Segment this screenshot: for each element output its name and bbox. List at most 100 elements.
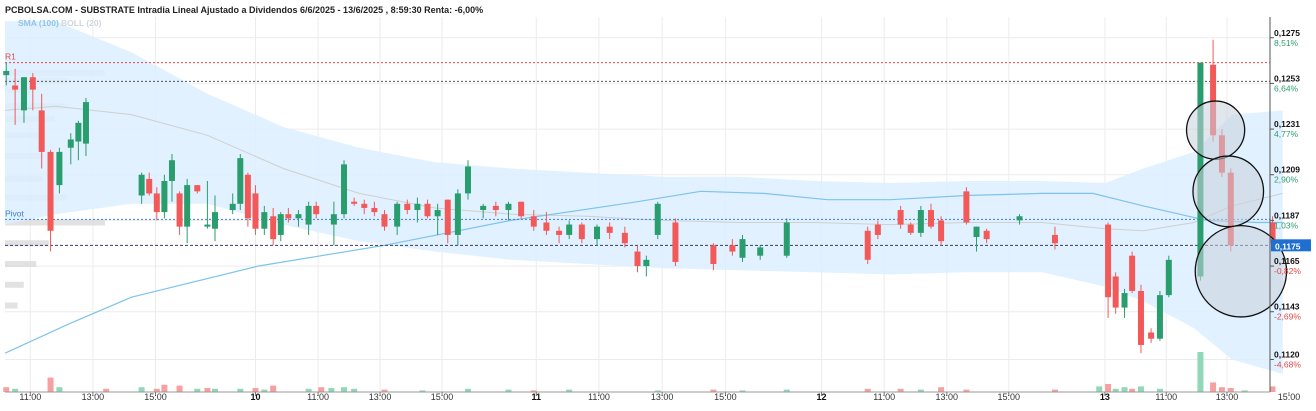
volume-bar [419, 390, 426, 392]
candle [204, 224, 211, 227]
candle [285, 214, 292, 219]
candle [146, 178, 153, 194]
x-tick-label: 15:00 [144, 392, 167, 402]
volume-bar [305, 388, 312, 392]
candle [729, 245, 736, 252]
volume-bar [963, 389, 970, 392]
y-tick-pct: 4,77% [1274, 129, 1299, 139]
candle [277, 214, 284, 235]
candle [594, 226, 601, 240]
candle [1210, 64, 1217, 136]
x-tick-label: 11:00 [1155, 392, 1177, 402]
x-tick-label: 13:00 [82, 392, 105, 402]
volume-bar [1227, 388, 1234, 392]
volume-bars [3, 352, 1276, 392]
candle [67, 139, 74, 148]
candle [757, 247, 764, 256]
candle [47, 151, 54, 231]
volume-bar [103, 388, 110, 392]
y-tick-label: 0,1187 [1274, 210, 1300, 220]
volume-bar [351, 388, 358, 392]
volume-bar [1129, 388, 1136, 392]
candle [434, 210, 441, 217]
volume-bar [138, 387, 145, 392]
y-tick-label: 0,1253 [1274, 73, 1300, 83]
y-tick-label: 0,1209 [1274, 165, 1300, 175]
volume-bar [1051, 389, 1058, 392]
candle [1105, 224, 1112, 298]
volume-bar [211, 388, 218, 392]
candle [261, 212, 268, 229]
candle [361, 203, 368, 208]
candle [556, 230, 563, 235]
x-tick-label: 15:00 [714, 392, 737, 402]
candle [505, 203, 512, 211]
candle [244, 174, 251, 219]
volume-bar [505, 389, 512, 392]
volume-bar [1210, 382, 1217, 392]
candle [492, 205, 499, 211]
candle [530, 216, 537, 227]
volume-bar [204, 388, 211, 392]
volume-bar [47, 377, 54, 392]
candle [927, 210, 934, 227]
candle [1156, 295, 1163, 339]
candle [1016, 216, 1023, 221]
y-tick-label: 0,1231 [1274, 119, 1300, 129]
volume-bar [864, 388, 871, 392]
candle [12, 85, 19, 90]
volume-bar [3, 387, 10, 392]
candle [138, 174, 145, 196]
x-tick-label: 11:00 [873, 392, 895, 402]
volume-bar [341, 387, 348, 392]
candle [654, 203, 661, 235]
volume-bar [176, 385, 183, 392]
profile-bar [5, 260, 37, 267]
level-label: Pivot [5, 208, 25, 218]
legend-boll: BOLL (20) [61, 18, 102, 28]
candle [621, 232, 628, 244]
candle [963, 191, 970, 223]
candle [672, 222, 679, 262]
candle [1121, 293, 1128, 308]
profile-bar [5, 302, 18, 309]
candle [237, 158, 244, 204]
volume-bar [318, 387, 325, 392]
candle [184, 185, 191, 227]
candle [938, 220, 945, 242]
candle [270, 216, 277, 240]
volume-bar [12, 388, 19, 392]
volume-bar [328, 388, 335, 392]
candle [783, 222, 790, 256]
volume-bar [381, 389, 388, 392]
volume-bar [1269, 386, 1276, 392]
candle [305, 205, 312, 225]
candle [414, 203, 421, 211]
x-tick-label: 11:00 [19, 392, 41, 402]
candle [917, 210, 924, 233]
candle [634, 251, 641, 267]
volume-bar [252, 388, 259, 392]
volume-bar [917, 389, 924, 392]
bollinger-mid-line [4, 105, 1283, 232]
legend-sma: SMA (100) [18, 18, 59, 28]
volume-bar [938, 387, 945, 392]
candle [444, 199, 451, 235]
volume-bar [710, 389, 717, 392]
volume-bar [161, 384, 168, 392]
candle [194, 185, 201, 192]
candle [864, 230, 871, 260]
y-tick-pct: -4,68% [1274, 359, 1301, 369]
candle [20, 77, 27, 111]
candle [1051, 234, 1058, 244]
candle [424, 203, 431, 217]
candle [518, 201, 525, 217]
candle [394, 203, 401, 227]
profile-bar [5, 240, 49, 247]
candle [313, 205, 320, 215]
candle [578, 224, 585, 240]
profile-bar [5, 281, 24, 288]
candle [480, 205, 487, 211]
